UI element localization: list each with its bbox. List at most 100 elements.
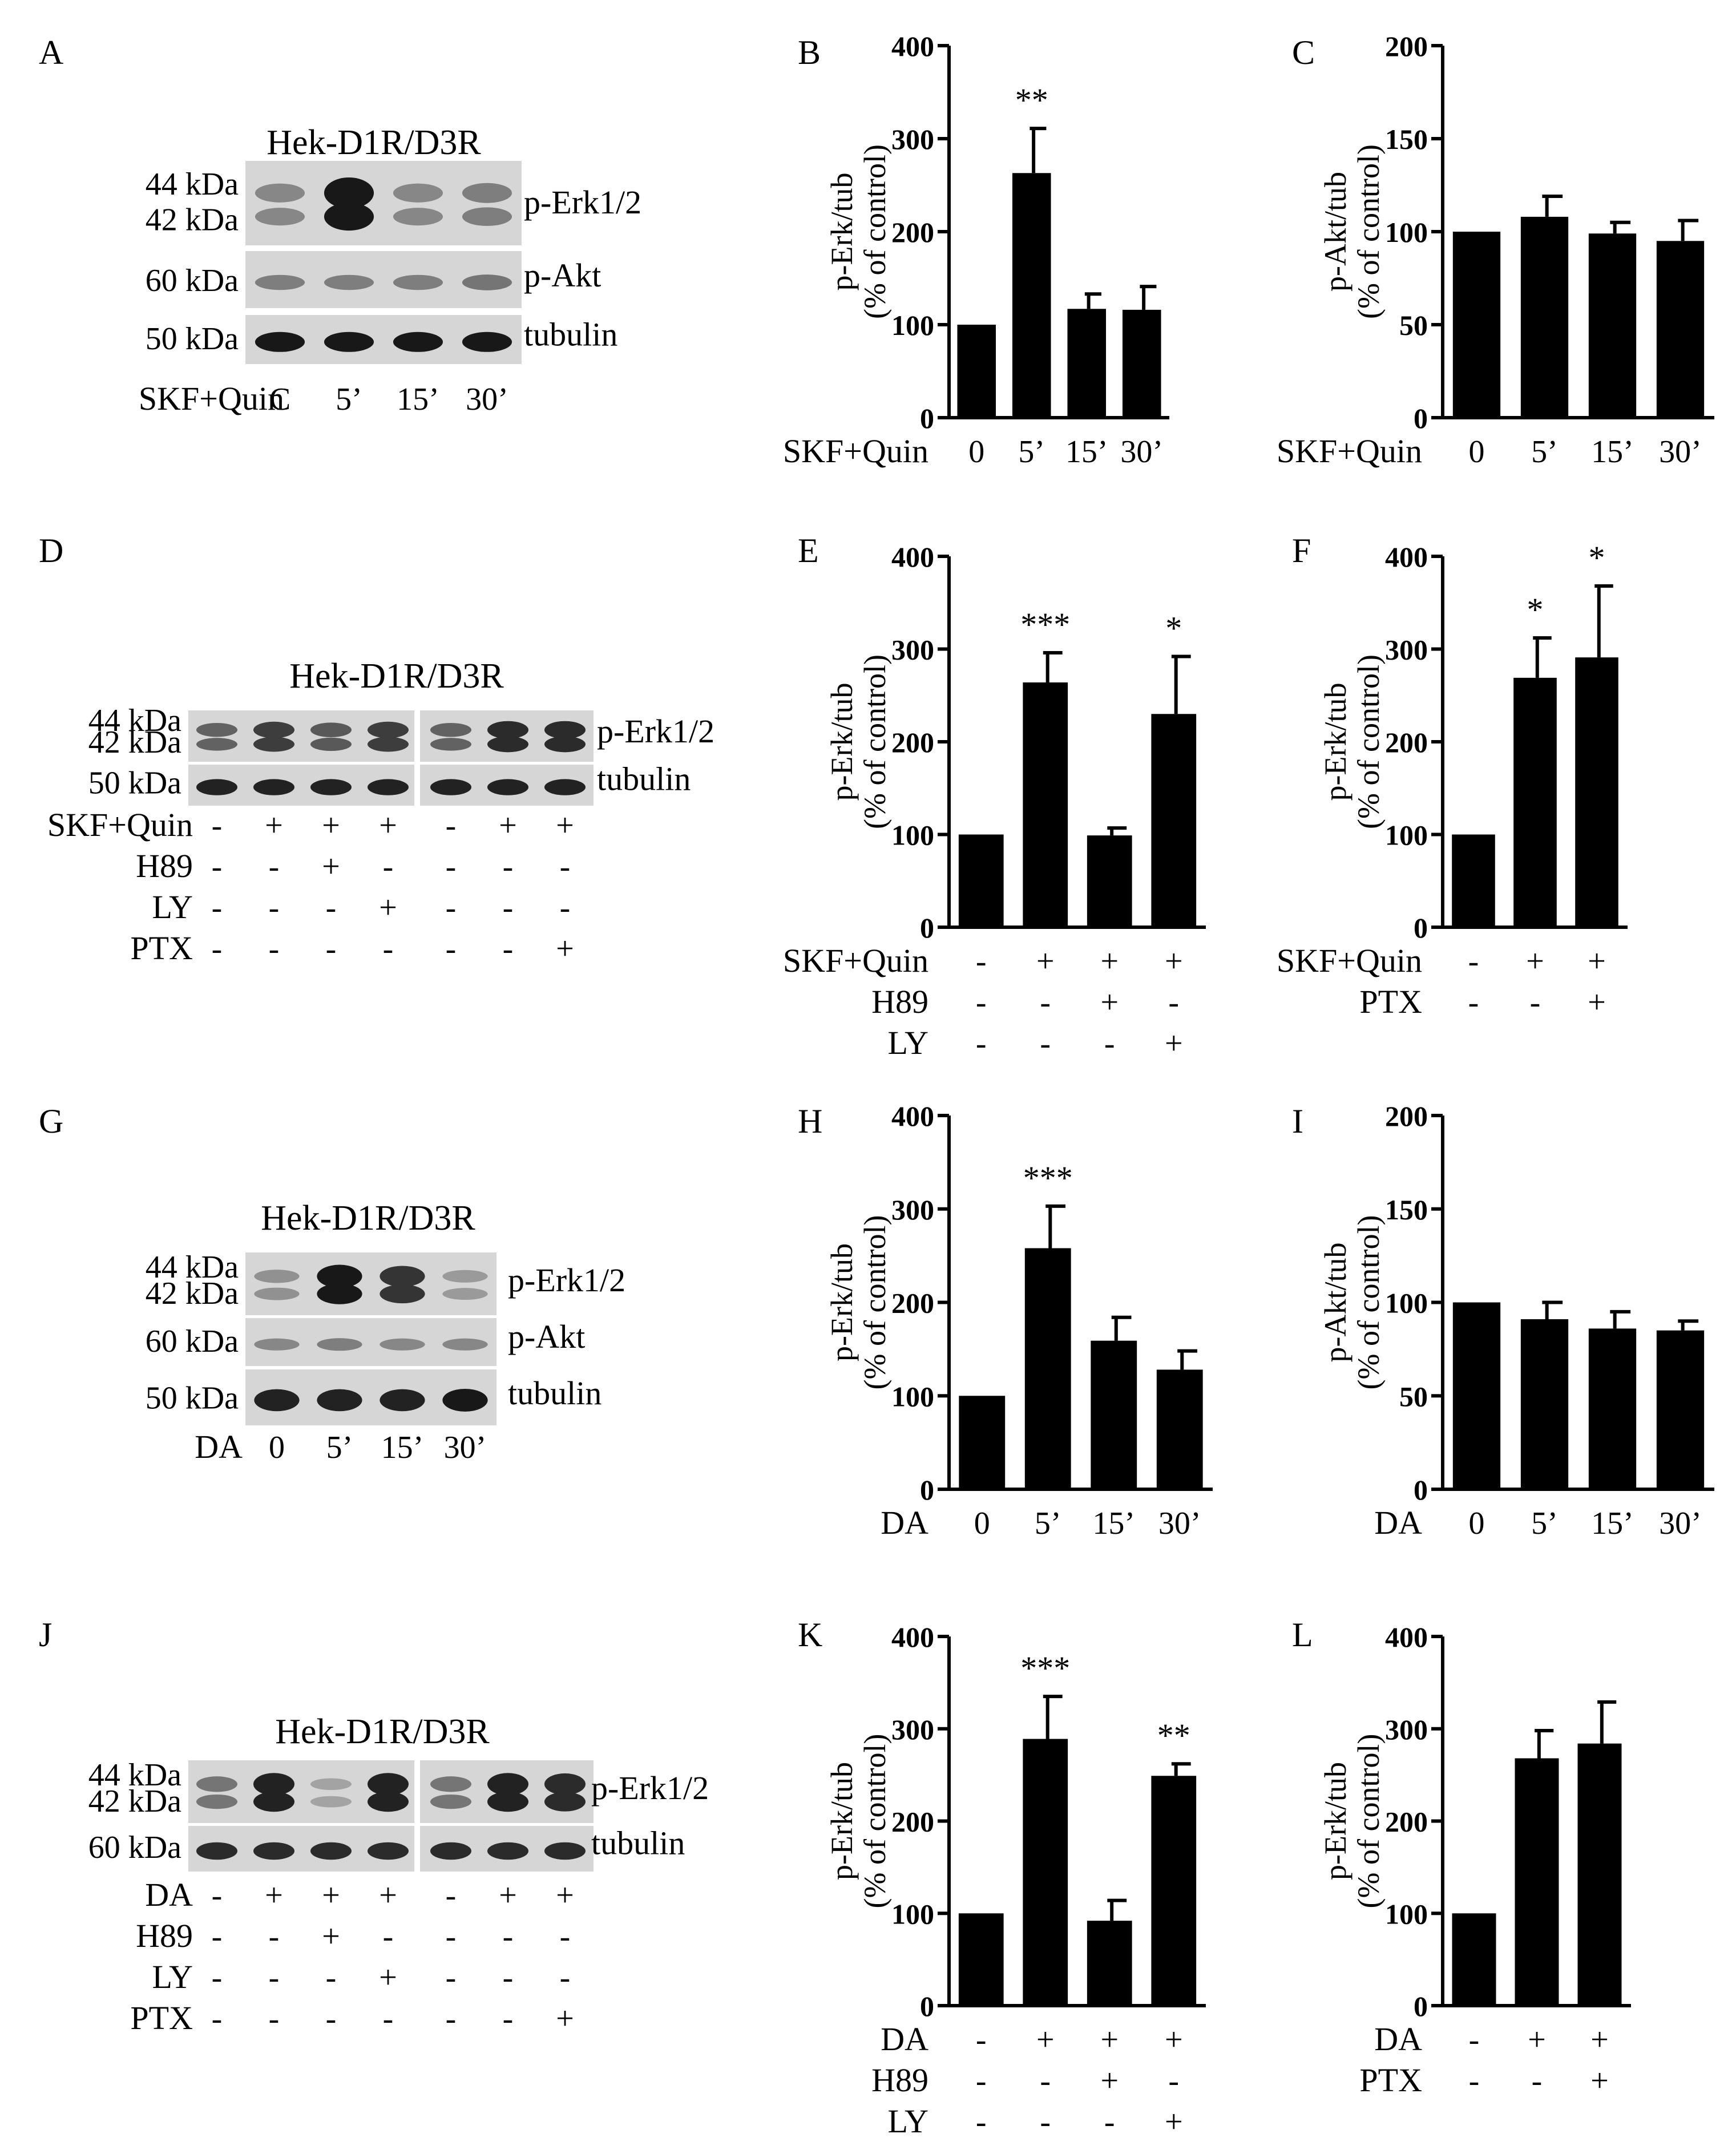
panel-letter-k: K bbox=[798, 1616, 822, 1654]
condition-value: - bbox=[503, 931, 514, 967]
condition-value: - bbox=[503, 2001, 514, 2036]
bar bbox=[959, 1396, 1006, 1489]
kda-marker: 44 kDa bbox=[88, 1757, 181, 1793]
bar bbox=[1151, 1776, 1197, 2006]
condition-value: - bbox=[269, 1960, 280, 1995]
panel-letter-l: L bbox=[1292, 1616, 1313, 1654]
protein-label: p-Akt bbox=[508, 1318, 585, 1355]
condition-value: + bbox=[556, 808, 574, 843]
y-tick-label: 400 bbox=[1385, 1621, 1428, 1653]
protein-band bbox=[196, 1794, 237, 1809]
significance-label: *** bbox=[1023, 1159, 1073, 1197]
protein-band bbox=[368, 721, 409, 738]
condition-value: + bbox=[379, 890, 397, 926]
blot-title: Hek-D1R/D3R bbox=[267, 123, 481, 162]
condition-name: H89 bbox=[136, 1917, 193, 1954]
y-axis-label: p-Erk/tub bbox=[825, 1762, 859, 1880]
protein-band bbox=[255, 332, 305, 352]
y-axis-label: (% of control) bbox=[1351, 144, 1386, 319]
bar bbox=[1156, 1369, 1203, 1489]
y-axis-label: (% of control) bbox=[858, 1215, 892, 1390]
condition-value: - bbox=[1040, 985, 1051, 1020]
condition-value: + bbox=[1100, 944, 1119, 979]
condition-value: - bbox=[976, 2063, 987, 2099]
y-tick-label: 0 bbox=[1414, 402, 1428, 434]
condition-value: 5’ bbox=[1018, 434, 1045, 470]
y-tick-label: 0 bbox=[1414, 1474, 1428, 1506]
condition-value: - bbox=[976, 1026, 987, 1061]
y-tick-label: 50 bbox=[1399, 1380, 1428, 1412]
protein-band bbox=[430, 738, 471, 751]
condition-value: - bbox=[383, 2001, 394, 2036]
condition-value: + bbox=[265, 1878, 283, 1913]
bar bbox=[1577, 1743, 1622, 2006]
blot-strip bbox=[245, 161, 522, 245]
protein-band bbox=[544, 1842, 586, 1860]
y-tick-label: 200 bbox=[891, 216, 934, 248]
condition-value: - bbox=[269, 931, 280, 967]
condition-value: - bbox=[269, 849, 280, 884]
chart-c: C 0 50 100 150 200 p-Akt/tub(% of control) SKF+… bbox=[1277, 30, 1714, 470]
condition-value: - bbox=[1469, 2022, 1480, 2058]
condition-value: - bbox=[560, 849, 571, 884]
condition-value: 0 bbox=[1469, 1506, 1485, 1541]
protein-band bbox=[544, 721, 586, 739]
protein-band bbox=[487, 1773, 528, 1796]
condition-value: + bbox=[379, 1960, 397, 1995]
protein-band bbox=[487, 1792, 528, 1812]
condition-value: - bbox=[560, 1919, 571, 1954]
kda-marker: 42 kDa bbox=[146, 1276, 239, 1311]
condition-value: - bbox=[446, 1919, 457, 1954]
condition-value: - bbox=[560, 890, 571, 926]
y-axis-label: (% of control) bbox=[858, 1734, 892, 1909]
condition-value: 15’ bbox=[381, 1430, 424, 1465]
protein-band bbox=[380, 1389, 425, 1412]
protein-band bbox=[255, 274, 305, 290]
protein-label: tubulin bbox=[508, 1375, 601, 1412]
condition-value: 30’ bbox=[1659, 434, 1702, 470]
bar bbox=[1515, 1758, 1559, 2006]
condition-value: 5’ bbox=[1531, 1506, 1558, 1541]
y-tick-label: 300 bbox=[891, 634, 934, 666]
bar bbox=[1656, 1330, 1705, 1489]
condition-value: - bbox=[1040, 2104, 1051, 2140]
condition-value: + bbox=[499, 808, 517, 843]
condition-value: + bbox=[556, 931, 574, 967]
condition-value: - bbox=[1168, 985, 1179, 1020]
kda-marker: 60 kDa bbox=[88, 1830, 181, 1865]
bar bbox=[1024, 1248, 1071, 1489]
protein-label: tubulin bbox=[591, 1825, 685, 1862]
condition-name: SKF+Quin bbox=[783, 433, 928, 470]
significance-label: * bbox=[1589, 539, 1605, 576]
y-axis-label: p-Erk/tub bbox=[825, 683, 859, 801]
condition-value: + bbox=[265, 808, 283, 843]
y-tick-label: 0 bbox=[1414, 1990, 1428, 2022]
significance-label: *** bbox=[1020, 1650, 1070, 1687]
kda-marker: 60 kDa bbox=[146, 1324, 239, 1359]
y-tick-label: 400 bbox=[1385, 541, 1428, 573]
protein-label: p-Erk1/2 bbox=[597, 713, 714, 750]
chart-h: H 0 100 200 300 400 p-Erk/tub(% of control) ***… bbox=[798, 1100, 1213, 1541]
y-axis-label: p-Erk/tub bbox=[825, 173, 859, 291]
condition-value: + bbox=[322, 849, 340, 884]
condition-value: - bbox=[446, 890, 457, 926]
kda-marker: 42 kDa bbox=[88, 1784, 181, 1819]
panel-letter-c: C bbox=[1292, 34, 1315, 71]
condition-name: LY bbox=[887, 1024, 928, 1061]
significance-label: *** bbox=[1020, 606, 1070, 643]
bar bbox=[1588, 233, 1637, 418]
condition-name: LY bbox=[152, 888, 193, 926]
protein-band bbox=[253, 721, 294, 738]
condition-value: - bbox=[1040, 1026, 1051, 1061]
chart-l: L 0 100 200 300 400 p-Erk/tub(% of control) DA -… bbox=[1292, 1616, 1631, 2099]
chart-f: F 0 100 200 300 400 p-Erk/tub(% of control) * * S… bbox=[1277, 532, 1628, 1020]
condition-name: SKF+Quin bbox=[139, 380, 284, 417]
condition-value: 30’ bbox=[1659, 1506, 1702, 1541]
condition-value: - bbox=[976, 944, 987, 979]
condition-name: DA bbox=[881, 2020, 928, 2058]
protein-band bbox=[544, 736, 586, 753]
protein-band bbox=[368, 1773, 409, 1796]
